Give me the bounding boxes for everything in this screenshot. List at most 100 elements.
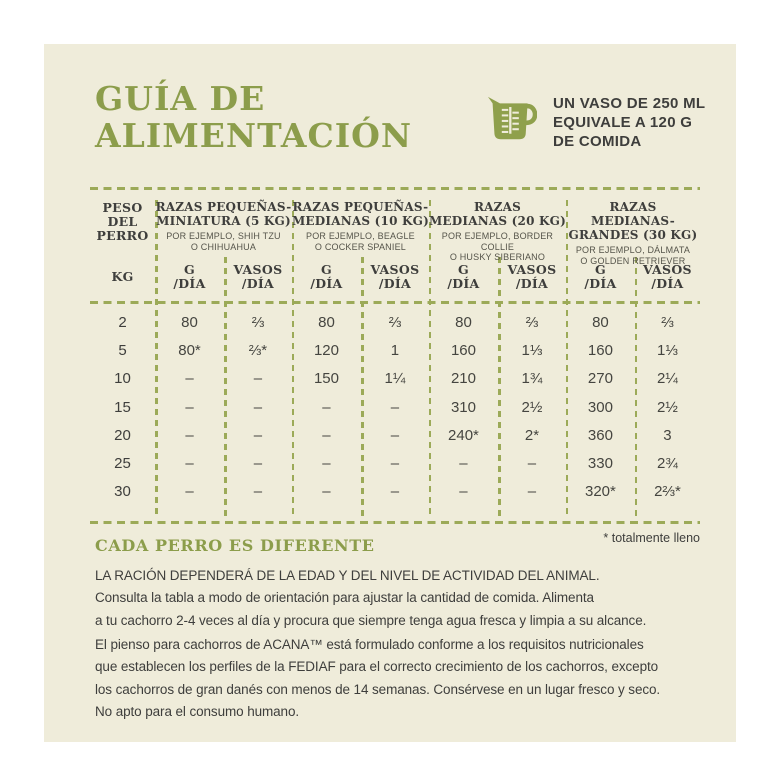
dashed-divider-bottom	[90, 521, 700, 524]
cups-per-day-header: VASOS /DÍA	[507, 262, 557, 291]
table-cell: ⅔	[525, 313, 539, 331]
cups-per-day-header: VASOS /DÍA	[643, 262, 692, 291]
ration-paragraph: LA RACIÓN DEPENDERÁ DE LA EDAD Y DEL NIV…	[95, 565, 736, 632]
table-cell: –	[390, 455, 400, 473]
measuring-cup-icon	[485, 96, 538, 147]
weight-header-line: DEL	[107, 214, 138, 229]
table-row: 30 – – – – – – 320* 2⅔*	[90, 478, 700, 506]
table-cell: 2½	[657, 398, 678, 416]
table-cell: –	[185, 370, 194, 388]
dashed-subcolumn-divider	[634, 257, 638, 517]
table-cell: 300	[587, 398, 613, 416]
table-cell: –	[459, 455, 468, 473]
table-cell: 1⅓	[657, 341, 678, 359]
group-example-line: O CHIHUAHUA	[190, 241, 257, 252]
table-cell: –	[185, 455, 194, 473]
table-cell: 310	[450, 398, 476, 416]
group-title-line: RAZAS	[473, 200, 521, 214]
table-cell: 120	[313, 341, 339, 359]
group-example-line: POR EJEMPLO, BORDER COLLIE	[441, 231, 554, 252]
cup-note-line3: DE COMIDA	[553, 133, 642, 150]
table-cell: 80*	[178, 341, 201, 359]
table-cell: –	[390, 426, 400, 444]
table-cell: ⅔*	[248, 341, 268, 359]
table-cell: –	[322, 483, 331, 501]
table-cell: –	[322, 398, 331, 416]
table-cell: –	[322, 426, 331, 444]
table-cell: 160	[450, 341, 476, 359]
page-title: GUÍA DE ALIMENTACIÓN	[95, 80, 412, 154]
group-example-line: POR EJEMPLO, DÁLMATA	[575, 245, 691, 255]
formulation-paragraph-line: El pienso para cachorros de ACANA™ está …	[95, 637, 644, 652]
cup-equivalence-note: UN VASO DE 250 ML EQUIVALE A 120 G DE CO…	[553, 94, 738, 151]
weight-column-header: PESO DEL PERRO	[90, 200, 155, 266]
kg-unit-header: KG	[111, 269, 134, 284]
group-title-line: MEDIANAS (20 KG)	[428, 214, 566, 228]
group-title-line: RAZAS MEDIANAS-	[590, 200, 675, 228]
cup-note-line2: EQUIVALE A 120 G	[553, 114, 693, 131]
group-example-line: O GOLDEN RETRIEVER	[580, 255, 686, 266]
table-cell: –	[253, 455, 263, 473]
table-cell: 2¾	[657, 455, 678, 473]
feeding-guide-card: GUÍA DE ALIMENTACIÓN UN VASO DE 250 ML E…	[44, 44, 736, 742]
group-example-line: O HUSKY SIBERIANO	[449, 252, 546, 262]
group-title-line: MEDIANAS (10 KG)	[291, 214, 429, 228]
grams-per-day-header: G /DÍA	[584, 262, 617, 291]
cups-per-day-header: VASOS /DÍA	[370, 262, 420, 291]
table-subheader-row: KG G /DÍA VASOS /DÍA G /DÍA VASOS /DÍA G…	[90, 263, 700, 291]
table-cell: –	[185, 426, 194, 444]
grams-per-day-header: G /DÍA	[447, 262, 480, 291]
ration-paragraph-line: LA RACIÓN DEPENDERÁ DE LA EDAD Y DEL NIV…	[95, 568, 600, 583]
table-row: 5 80* ⅔* 120 1 160 1⅓ 160 1⅓	[90, 336, 700, 364]
dashed-column-divider	[155, 200, 158, 517]
dashed-divider-middle	[90, 301, 700, 304]
table-row: 25 – – – – – – 330 2¾	[90, 449, 700, 477]
dashed-column-divider	[565, 200, 569, 517]
formulation-paragraph: El pienso para cachorros de ACANA™ está …	[95, 634, 736, 724]
dashed-divider-top	[90, 187, 700, 190]
formulation-paragraph-line: que establecen los perfiles de la FEDIAF…	[95, 659, 659, 675]
dashed-column-divider	[428, 200, 432, 517]
weight-cell: 2	[118, 313, 127, 331]
table-cell: 1	[390, 341, 400, 359]
group-example-line: O COCKER SPANIEL	[314, 241, 406, 252]
group-title-line: RAZAS PEQUEÑAS-	[155, 200, 292, 214]
table-cell: –	[253, 483, 263, 501]
grams-per-day-header: G /DÍA	[310, 262, 343, 291]
table-cell: 320*	[585, 483, 616, 501]
table-cell: 2*	[524, 426, 540, 444]
table-cell: ⅔	[661, 313, 674, 331]
table-row: 10 – – 150 1¼ 210 1¾ 270 2¼	[90, 365, 700, 393]
table-cell: 360	[587, 426, 613, 444]
table-cell: 210	[450, 370, 476, 388]
table-body: 2 80 ⅔ 80 ⅔ 80 ⅔ 80 ⅔ 5 80* ⅔* 120 1 160…	[90, 308, 700, 506]
table-cell: 80	[181, 313, 198, 331]
weight-cell: 20	[114, 426, 131, 444]
table-row: 20 – – – – 240* 2* 360 3	[90, 421, 700, 449]
table-cell: 2¼	[657, 370, 678, 388]
group-title-line: RAZAS PEQUEÑAS-	[292, 200, 429, 214]
table-cell: 80	[592, 313, 609, 331]
cups-per-day-header: VASOS /DÍA	[233, 262, 283, 291]
table-cell: 2½	[521, 398, 543, 416]
group-example-line: POR EJEMPLO, SHIH TZU	[166, 231, 281, 241]
formulation-paragraph-line: los cachorros de gran danés con menos de…	[95, 681, 661, 697]
footer-heading: CADA PERRO ES DIFERENTE	[95, 536, 375, 555]
table-cell: 2⅔*	[654, 483, 681, 501]
table-cell: –	[253, 426, 263, 444]
weight-cell: 5	[118, 341, 127, 359]
group-header-small-miniature: RAZAS PEQUEÑAS- MINIATURA (5 KG) POR EJE…	[155, 200, 292, 266]
cup-note-line1: UN VASO DE 250 ML	[553, 95, 706, 112]
table-cell: 240*	[448, 426, 479, 444]
table-cell: 1¾	[521, 370, 543, 388]
formulation-paragraph-line: No apto para el consumo humano.	[95, 704, 300, 720]
weight-header-line: PESO	[102, 200, 143, 215]
weight-cell: 15	[114, 398, 131, 416]
group-header-medium: RAZAS MEDIANAS (20 KG) POR EJEMPLO, BORD…	[429, 200, 566, 266]
group-title-line: GRANDES (30 KG)	[568, 228, 698, 242]
dashed-subcolumn-divider	[224, 257, 227, 517]
dashed-subcolumn-divider	[361, 257, 364, 517]
table-cell: 80	[455, 313, 472, 331]
weight-cell: 25	[114, 455, 131, 473]
table-cell: 150	[313, 370, 339, 388]
